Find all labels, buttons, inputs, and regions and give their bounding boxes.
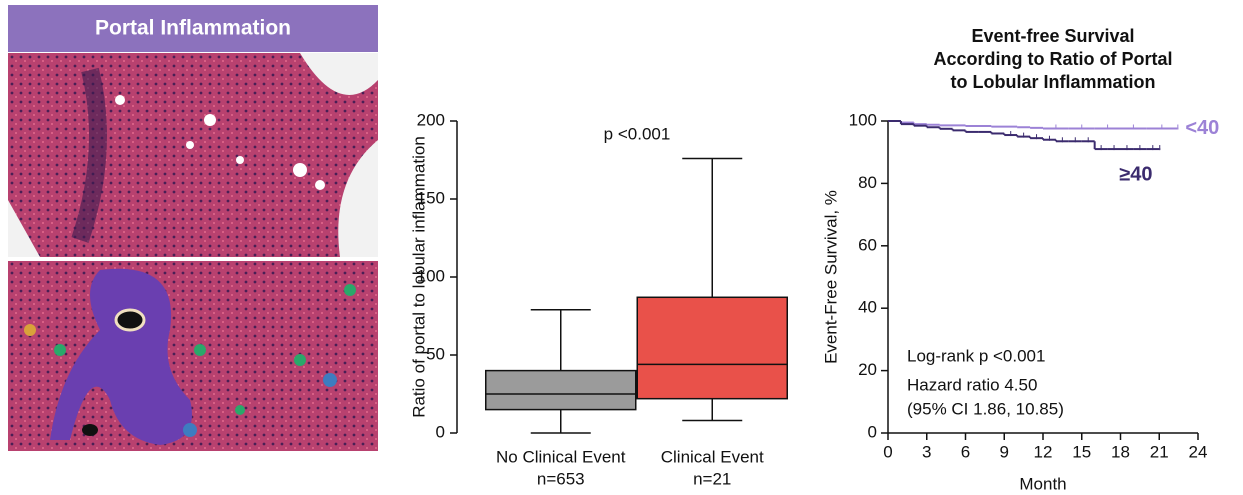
x-tick-label: 0	[883, 442, 892, 461]
x-tick-label: Clinical Event	[661, 447, 764, 466]
annotation: Log-rank p <0.001	[907, 346, 1045, 365]
y-axis-label: Event-Free Survival, %	[821, 190, 840, 364]
y-tick-label: 20	[858, 360, 877, 379]
box	[485, 369, 637, 411]
x-axis-label: Month	[1019, 474, 1066, 493]
panel-title: Portal Inflammation	[95, 17, 291, 40]
x-tick-label: 21	[1150, 442, 1169, 461]
n-label: n=21	[693, 469, 731, 488]
x-tick-label: 3	[922, 442, 931, 461]
y-tick-label: 0	[436, 422, 445, 441]
y-tick-label: 100	[849, 110, 877, 129]
y-tick-label: 60	[858, 235, 877, 254]
x-tick-label: No Clinical Event	[496, 447, 626, 466]
y-tick-label: 0	[868, 422, 877, 441]
y-tick-label: 40	[858, 298, 877, 317]
chart-title: According to Ratio of Portal	[933, 49, 1172, 69]
x-tick-label: 6	[961, 442, 970, 461]
histology-bottom	[8, 261, 378, 451]
chart-title: to Lobular Inflammation	[951, 72, 1156, 92]
y-tick-label: 50	[426, 344, 445, 363]
annotation: Hazard ratio 4.50	[907, 375, 1037, 394]
y-tick-label: 80	[858, 173, 877, 192]
x-tick-label: 24	[1189, 442, 1208, 461]
series-label: ≥40	[1119, 163, 1152, 185]
x-tick-label: 9	[1000, 442, 1009, 461]
x-tick-label: 18	[1111, 442, 1130, 461]
annotation: p <0.001	[604, 124, 671, 143]
y-tick-label: 100	[417, 266, 445, 285]
n-label: n=653	[537, 469, 585, 488]
box	[636, 296, 788, 400]
annotation: (95% CI 1.86, 10.85)	[907, 399, 1064, 418]
x-tick-label: 15	[1072, 442, 1091, 461]
panel-header	[8, 5, 378, 52]
y-tick-label: 200	[417, 110, 445, 129]
chart-title: Event-free Survival	[971, 26, 1134, 46]
x-tick-label: 12	[1034, 442, 1053, 461]
series-label: <40	[1185, 117, 1219, 139]
y-tick-label: 150	[417, 188, 445, 207]
histology-top	[8, 53, 378, 257]
y-axis-label: Ratio of portal to lobular inflammation	[409, 136, 428, 418]
